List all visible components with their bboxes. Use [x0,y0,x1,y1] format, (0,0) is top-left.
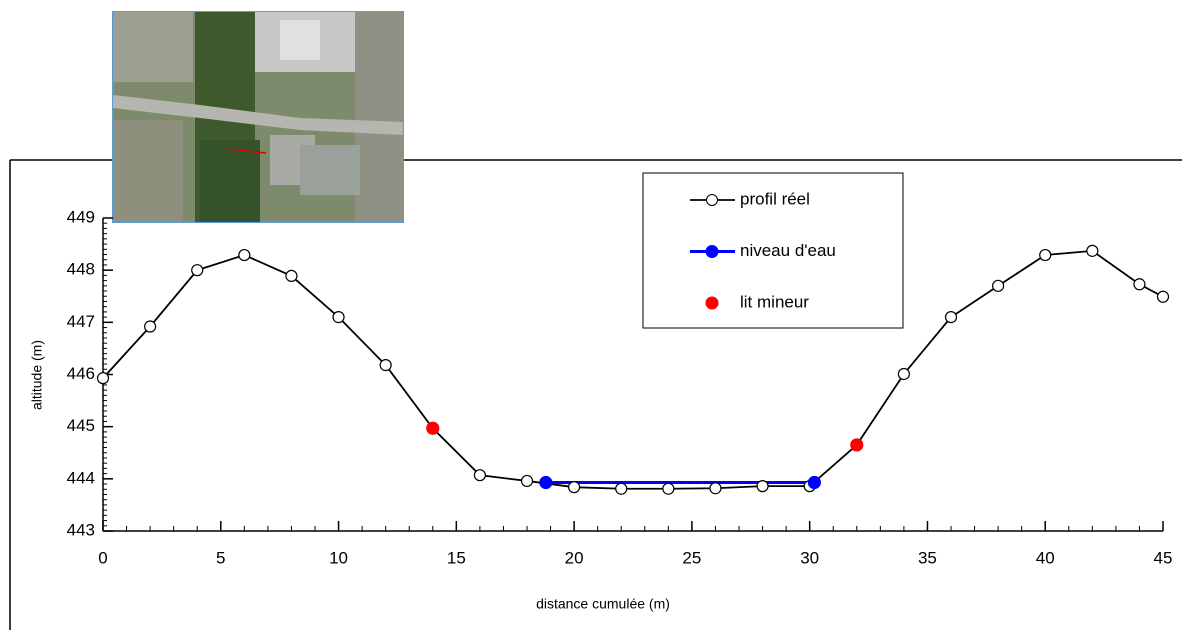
data-point [239,250,250,261]
data-point [946,312,957,323]
x-tick-label: 45 [1154,548,1173,567]
data-point [98,373,109,384]
x-tick-label: 10 [329,548,348,567]
data-point [710,483,721,494]
y-tick-label: 443 [67,520,95,539]
y-tick-label: 449 [67,207,95,226]
data-point [757,481,768,492]
data-point [808,476,820,488]
y-tick-label: 446 [67,364,95,383]
y-tick-label: 447 [67,312,95,331]
y-axis-label: altitude (m) [29,340,45,410]
data-point [663,483,674,494]
y-tick-label: 445 [67,416,95,435]
data-point [427,422,439,434]
data-point [851,439,863,451]
data-point [993,280,1004,291]
x-tick-label: 0 [98,548,107,567]
data-point [474,470,485,481]
data-point [522,475,533,486]
legend-marker [707,195,718,206]
x-tick-label: 35 [918,548,937,567]
x-tick-label: 20 [565,548,584,567]
y-tick-label: 448 [67,260,95,279]
data-point [1040,250,1051,261]
data-point [192,265,203,276]
data-point [569,482,580,493]
x-tick-label: 5 [216,548,225,567]
data-point [1134,279,1145,290]
x-tick-label: 25 [682,548,701,567]
x-tick-label: 15 [447,548,466,567]
data-point [333,312,344,323]
data-point [380,360,391,371]
data-point [540,476,552,488]
data-point [1158,291,1169,302]
data-point [616,483,627,494]
aerial-image [113,12,403,222]
x-tick-label: 40 [1036,548,1055,567]
y-tick-label: 444 [67,468,95,487]
legend-marker [706,297,718,309]
data-point [1087,245,1098,256]
data-point [286,270,297,281]
data-point [145,321,156,332]
chart: distance cumulée (m) altitude (m) 0 5 10 15… [0,0,1182,630]
legend-marker [706,246,718,258]
legend-label: profil réel [740,189,810,208]
x-axis-label: distance cumulée (m) [536,596,670,612]
x-tick-label: 30 [800,548,819,567]
legend-label: niveau d'eau [740,241,836,260]
legend-label: lit mineur [740,292,809,311]
data-point [898,368,909,379]
